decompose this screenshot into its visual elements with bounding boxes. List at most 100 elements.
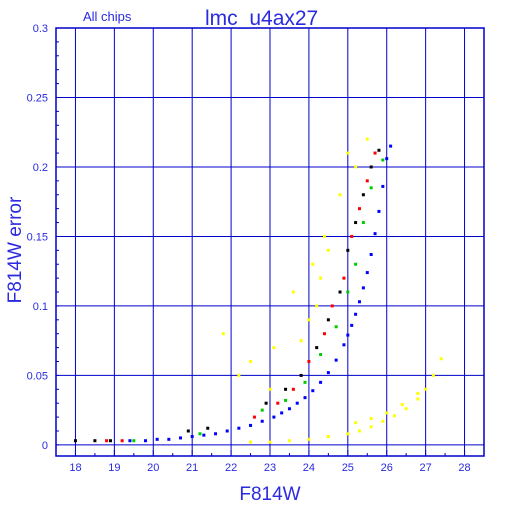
y-tick-label: 0.05 xyxy=(27,370,48,382)
x-tick-label: 22 xyxy=(225,462,237,474)
data-point xyxy=(330,304,334,308)
chart-title: lmc_u4ax27 xyxy=(205,7,318,30)
y-axis-ticks: 0 0.05 0.1 0.15 0.2 0.25 0.3 xyxy=(27,23,59,452)
x-axis-ticks: 18 19 20 21 22 23 24 25 26 27 28 xyxy=(55,450,485,474)
data-point xyxy=(361,286,365,290)
data-point xyxy=(272,346,276,350)
data-point xyxy=(373,151,377,155)
x-tick-label: 20 xyxy=(147,462,159,474)
data-point xyxy=(291,387,295,391)
data-point xyxy=(381,419,385,423)
data-point xyxy=(260,419,264,423)
data-point xyxy=(326,371,330,375)
data-point xyxy=(416,397,420,401)
x-tick-label: 26 xyxy=(381,462,393,474)
data-point xyxy=(377,148,381,152)
data-point xyxy=(264,401,268,405)
data-point xyxy=(365,179,369,183)
data-point xyxy=(120,439,124,443)
data-point xyxy=(361,221,365,225)
x-tick-label: 28 xyxy=(458,462,470,474)
data-point xyxy=(143,439,147,443)
data-point xyxy=(276,401,280,405)
data-point xyxy=(424,387,428,391)
data-point xyxy=(272,415,276,419)
data-point xyxy=(354,262,358,266)
data-point xyxy=(93,439,97,443)
y-tick-label: 0.2 xyxy=(33,162,48,174)
data-point xyxy=(365,137,369,141)
data-point xyxy=(303,380,307,384)
data-point xyxy=(369,416,373,420)
data-point xyxy=(249,423,253,427)
data-point xyxy=(369,165,373,169)
data-point xyxy=(299,373,303,377)
data-point xyxy=(295,401,299,405)
data-point xyxy=(346,290,350,294)
data-point xyxy=(357,207,361,211)
data-point xyxy=(287,407,291,411)
data-point xyxy=(221,332,225,336)
data-point xyxy=(322,332,326,336)
data-points xyxy=(73,137,443,444)
data-point xyxy=(284,398,288,402)
data-point xyxy=(381,158,385,162)
data-point xyxy=(326,248,330,252)
data-point xyxy=(369,253,373,257)
data-point xyxy=(186,429,190,433)
x-tick-label: 27 xyxy=(420,462,432,474)
data-point xyxy=(202,433,206,437)
data-point xyxy=(260,408,264,412)
data-point xyxy=(284,387,288,391)
data-point xyxy=(319,353,323,357)
data-point xyxy=(299,339,303,343)
data-point xyxy=(303,396,307,400)
data-point xyxy=(354,312,358,316)
data-point xyxy=(350,234,354,238)
data-point xyxy=(252,415,256,419)
x-tick-label: 24 xyxy=(303,462,315,474)
data-point xyxy=(214,432,218,436)
data-point xyxy=(361,193,365,197)
data-point xyxy=(307,318,311,322)
data-point xyxy=(381,184,385,188)
data-point xyxy=(334,358,338,362)
data-point xyxy=(322,234,326,238)
data-point xyxy=(365,271,369,275)
data-point xyxy=(249,440,253,444)
grid xyxy=(56,27,484,456)
data-point xyxy=(319,380,323,384)
data-point xyxy=(346,248,350,252)
data-point xyxy=(287,439,291,443)
x-tick-label: 23 xyxy=(264,462,276,474)
data-point xyxy=(404,407,408,411)
data-point xyxy=(389,144,393,148)
data-point xyxy=(132,439,136,443)
data-point xyxy=(291,290,295,294)
data-point xyxy=(179,436,183,440)
data-point xyxy=(326,435,330,439)
data-point xyxy=(350,323,354,327)
data-point xyxy=(190,435,194,439)
data-point xyxy=(373,232,377,236)
data-point xyxy=(237,373,241,377)
data-point xyxy=(369,186,373,190)
data-point xyxy=(225,429,229,433)
data-point xyxy=(198,432,202,436)
data-point xyxy=(249,360,253,364)
x-tick-label: 25 xyxy=(342,462,354,474)
data-point xyxy=(400,403,404,407)
data-point xyxy=(354,165,358,169)
data-point xyxy=(307,360,311,364)
data-point xyxy=(393,414,397,418)
data-point xyxy=(268,440,272,444)
data-point xyxy=(377,209,381,213)
y-tick-label: 0.25 xyxy=(27,92,48,104)
data-point xyxy=(108,439,112,443)
data-point xyxy=(307,437,311,441)
data-point xyxy=(357,429,361,433)
data-point xyxy=(338,193,342,197)
x-axis-label: F814W xyxy=(239,484,300,505)
data-point xyxy=(280,411,284,415)
data-point xyxy=(206,426,210,430)
